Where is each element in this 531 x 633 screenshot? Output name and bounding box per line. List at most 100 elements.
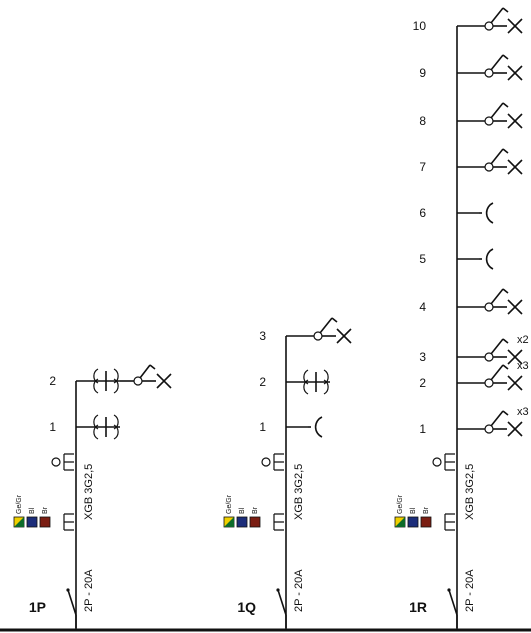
wire-color-br [420, 516, 432, 528]
lamp-icon [507, 349, 523, 365]
circuit-number: 9 [419, 66, 426, 80]
switch-arm [490, 364, 504, 381]
terminal-comb-icon [444, 513, 455, 531]
switch-arm [149, 364, 156, 370]
circuit-number: 5 [419, 252, 426, 266]
wire-color-earth-green [224, 517, 234, 527]
wire-color-br [249, 516, 261, 528]
double-socket-icon [93, 378, 99, 394]
wire-color-earth-green [395, 517, 405, 527]
double-socket-icon [323, 379, 329, 395]
switch-arm [502, 102, 509, 108]
circuit-number: 1 [49, 420, 56, 434]
wire-code: Br [423, 506, 430, 514]
lamp-icon [507, 159, 523, 175]
lamp-icon [336, 328, 352, 344]
switch-arm [502, 410, 509, 416]
panel-1r: 1R 2P - 20A XGB 3G2,5 Ge/Gr Bl Br 1 x3 2 x3 3 x2 4 5 6… [394, 7, 529, 630]
lamp-icon [507, 421, 523, 437]
terminal-comb-icon [273, 453, 284, 471]
double-socket-icon [93, 414, 99, 430]
circuit-number: 2 [259, 375, 266, 389]
circuit-number: 3 [259, 329, 266, 343]
lamp-icon [507, 299, 523, 315]
socket-icon [485, 248, 494, 270]
switch-arm [502, 338, 509, 344]
double-socket-icon [303, 379, 309, 395]
lamp-icon [507, 113, 523, 129]
breaker-rating: 2P - 20A [464, 569, 476, 612]
lamp-icon [507, 375, 523, 391]
double-socket-icon [113, 414, 119, 430]
multiplier-label: x3 [517, 406, 529, 418]
wire-color-br [39, 516, 51, 528]
panel-id: 1R [409, 599, 427, 615]
cable-type: XGB 3G2,5 [293, 464, 305, 520]
circuit-number: 3 [419, 350, 426, 364]
breaker-icon [448, 589, 458, 616]
circuit-number: 4 [419, 300, 426, 314]
cable-type: XGB 3G2,5 [464, 464, 476, 520]
switch-arm [139, 364, 151, 379]
terminal-comb-icon [444, 453, 455, 471]
switch-arm [502, 54, 509, 60]
switch-arm [502, 148, 509, 154]
breaker-pivot [447, 588, 451, 592]
terminal-comb-icon [273, 513, 284, 531]
wire-color-bl [26, 516, 38, 528]
wire-color-bl [407, 516, 419, 528]
wire-code: Ge/Gr [16, 494, 23, 514]
lamp-icon [156, 373, 172, 389]
terminal-comb-icon [63, 453, 74, 471]
switch-arm [502, 288, 509, 294]
switch-arm [490, 410, 504, 427]
wire-code: Bl [239, 507, 246, 514]
wire-color-earth-green [14, 517, 24, 527]
double-socket-icon [303, 369, 309, 385]
breaker-pivot [66, 588, 70, 592]
panel-1q: 1Q 2P - 20A XGB 3G2,5 Ge/Gr Bl Br 1 2 3 [223, 317, 352, 630]
switch-arm [490, 102, 504, 119]
multiplier-label: x3 [517, 360, 529, 372]
panel-1p: 1P 2P - 20A XGB 3G2,5 Ge/Gr Bl Br 1 2 [13, 364, 172, 630]
switch-arm [490, 338, 504, 355]
terminal-comb-icon [63, 513, 74, 531]
lamp-icon [507, 18, 523, 34]
terminal-icon [51, 457, 61, 467]
wire-code: Ge/Gr [397, 494, 404, 514]
double-socket-icon [323, 369, 329, 385]
breaker-icon [277, 589, 287, 616]
double-socket-icon [93, 424, 99, 440]
circuit-number: 1 [259, 420, 266, 434]
circuit-number: 2 [49, 374, 56, 388]
breaker-rating: 2P - 20A [83, 569, 95, 612]
circuit-number: 8 [419, 114, 426, 128]
breaker-icon [67, 589, 77, 616]
switch-arm [319, 317, 333, 334]
socket-icon [314, 416, 323, 438]
lamp-icon [507, 65, 523, 81]
double-socket-icon [93, 368, 99, 384]
double-socket-icon [113, 378, 119, 394]
wire-code: Bl [410, 507, 417, 514]
circuit-number: 6 [419, 206, 426, 220]
circuit-number: 1 [419, 422, 426, 436]
socket-icon [485, 202, 494, 224]
double-socket-icon [113, 368, 119, 384]
panel-id: 1P [29, 599, 46, 615]
multiplier-label: x2 [517, 334, 529, 346]
switch-arm [331, 317, 338, 323]
panel-id: 1Q [237, 599, 256, 615]
switch-arm [490, 148, 504, 165]
double-socket-icon [113, 424, 119, 440]
wire-code: Br [252, 506, 259, 514]
circuit-number: 10 [413, 19, 427, 33]
switch-arm [490, 7, 504, 24]
breaker-pivot [276, 588, 280, 592]
switch-arm [502, 7, 509, 13]
switch-arm [490, 54, 504, 71]
switch-arm [502, 364, 509, 370]
terminal-icon [261, 457, 271, 467]
switch-arm [490, 288, 504, 305]
